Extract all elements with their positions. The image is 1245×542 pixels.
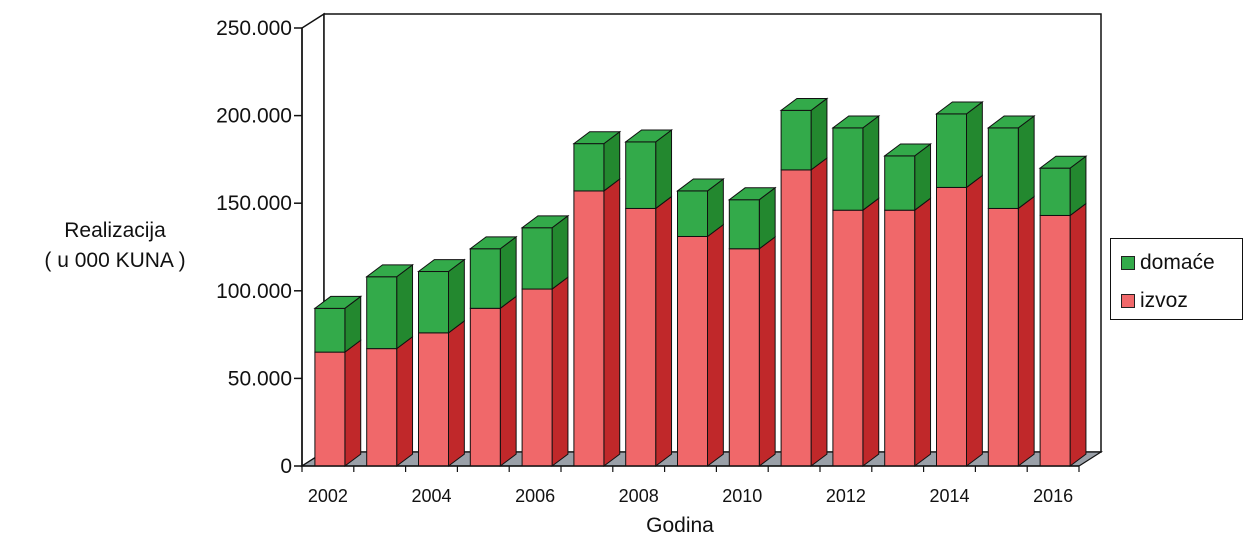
y-axis-label-line-1: Realizacija: [64, 219, 166, 242]
y-tick-label: 150.000: [216, 192, 292, 215]
bar-domace: [832, 127, 864, 211]
bar-domace: [314, 307, 346, 353]
bar-domace-side: [862, 114, 880, 212]
bar-domace: [780, 109, 812, 171]
bar-izvoz-side: [810, 157, 828, 468]
bar-izvoz-side: [603, 178, 621, 468]
bar-izvoz: [884, 209, 916, 467]
x-tick-label: 2014: [929, 486, 969, 506]
y-tick-label: 250.000: [216, 17, 292, 40]
bar-domace: [884, 155, 916, 211]
bar-domace-top: [365, 264, 415, 278]
bar-izvoz: [936, 186, 967, 467]
bar-domace-top: [676, 178, 725, 192]
bar-izvoz: [469, 307, 501, 467]
bar-domace-top: [1038, 155, 1088, 169]
bar-domace-top: [727, 187, 777, 201]
bar-domace: [366, 276, 398, 350]
bar-izvoz-side: [914, 197, 932, 468]
x-tick-label: 2010: [722, 486, 762, 506]
bar-domace-top: [313, 295, 363, 309]
legend-swatch-izvoz: [1121, 294, 1135, 308]
bar-domace: [625, 141, 657, 209]
bar-izvoz: [366, 348, 398, 467]
y-axis-label-line-2: ( u 000 KUNA ): [44, 249, 186, 272]
bar-izvoz: [573, 190, 605, 467]
bar-izvoz-side: [1069, 202, 1087, 468]
bar-domace: [987, 127, 1019, 209]
bar-domace-top: [520, 215, 570, 229]
legend-swatch-domace: [1121, 256, 1135, 270]
y-tick-label: 100.000: [216, 280, 292, 303]
bar-izvoz-side: [758, 235, 776, 468]
bar-domace-top: [572, 131, 622, 145]
bar-domace: [418, 271, 449, 334]
bar-izvoz: [987, 207, 1019, 467]
bar-domace-side: [448, 258, 465, 334]
bar-izvoz-side: [344, 339, 362, 468]
y-tick-label: 0: [280, 455, 292, 478]
bar-izvoz: [418, 332, 449, 467]
bar-domace: [573, 143, 605, 192]
bar-domace-side: [966, 100, 983, 189]
bar-izvoz-side: [448, 319, 465, 468]
legend-label-izvoz: izvoz: [1140, 289, 1188, 312]
bar-domace-top: [779, 97, 829, 111]
bar-domace-side: [1017, 114, 1035, 210]
bar-izvoz-side: [655, 195, 673, 468]
bar-izvoz: [832, 209, 864, 467]
bar-izvoz: [314, 351, 346, 467]
bar-domace-side: [551, 214, 569, 291]
bar-izvoz: [625, 207, 657, 467]
bar-domace-top: [624, 129, 674, 143]
bar-domace-top: [883, 143, 933, 157]
bar-domace-side: [396, 263, 414, 350]
x-tick-label: 2012: [826, 486, 866, 506]
bar-domace: [1039, 167, 1071, 216]
bar-izvoz: [521, 288, 553, 467]
x-axis-label: Godina: [646, 514, 714, 537]
legend: domaće izvoz: [1110, 238, 1243, 320]
bar-izvoz-side: [499, 295, 517, 468]
y-tick-label: 50.000: [228, 367, 292, 390]
legend-item-izvoz: izvoz: [1121, 289, 1188, 313]
bar-domace: [469, 248, 501, 309]
bar-izvoz-side: [707, 223, 724, 468]
bar-izvoz: [677, 235, 708, 467]
x-tick-label: 2006: [515, 486, 555, 506]
bar-domace-top: [986, 115, 1036, 129]
x-tick-label: 2002: [308, 486, 348, 506]
x-tick-label: 2004: [411, 486, 451, 506]
bar-domace-top: [831, 115, 881, 129]
bar-domace: [521, 227, 553, 290]
bar-izvoz-side: [396, 335, 414, 468]
bar-izvoz-side: [551, 276, 569, 468]
bar-domace-top: [935, 101, 984, 115]
bar-domace-top: [417, 259, 466, 273]
bar-izvoz-side: [1017, 195, 1035, 468]
bar-domace: [677, 190, 708, 237]
x-tick-label: 2008: [619, 486, 659, 506]
bar-izvoz: [780, 169, 812, 467]
bar-domace: [728, 199, 760, 250]
y-tick-label: 200.000: [216, 105, 292, 128]
bar-domace-top: [468, 236, 518, 250]
legend-item-domace: domaće: [1121, 251, 1215, 275]
x-tick-label: 2016: [1033, 486, 1073, 506]
bar-domace: [936, 113, 967, 188]
legend-label-domace: domaće: [1140, 251, 1215, 274]
bar-izvoz-side: [862, 197, 880, 468]
bar-izvoz: [1039, 214, 1071, 467]
bar-izvoz-side: [966, 174, 983, 468]
bar-domace-side: [655, 128, 673, 210]
bar-izvoz: [728, 248, 760, 467]
